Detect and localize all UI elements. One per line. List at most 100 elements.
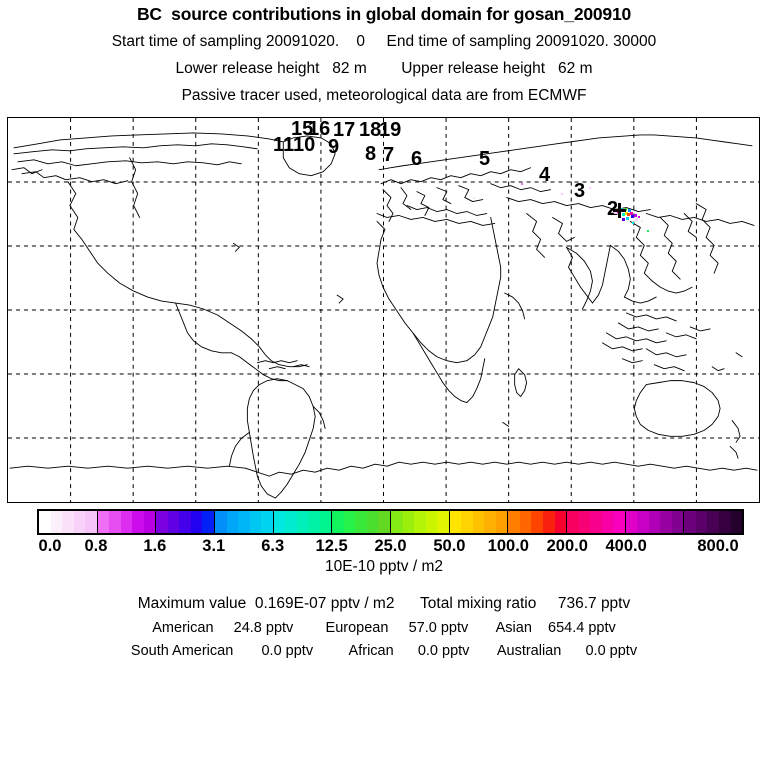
world-map-panel[interactable]: 15 16 17 18 19 11 10 9 8 7 6 5 4 3 2 [7,117,760,503]
plume-pixel [622,218,625,221]
colorbar-band [578,511,591,533]
map-canvas [8,118,759,502]
day-marker-16: 16 [308,118,331,140]
tracer-meteorology-line: Passive tracer used, meteorological data… [181,87,587,104]
day-marker-4: 4 [539,164,551,186]
day-marker-18: 18 [359,119,382,141]
colorbar-band [143,511,156,533]
colorbar-band [391,511,403,533]
coastlines [9,132,758,499]
colorbar-tick-labels: 0.0 0.8 1.6 3.1 6.3 12.5 25.0 50.0 100.0 200.0 400… [0,537,768,557]
colorbar-band [425,511,438,533]
colorbar-band [273,511,286,533]
plume-pixel [628,209,631,212]
stat-region-row-2: South American 0.0 pptv African 0.0 pptv… [130,643,638,659]
colorbar-unit-label: 10E-10 pptv / m2 [324,558,444,575]
colorbar-tick-9: 200.0 [546,537,588,555]
day-marker-10: 10 [293,134,316,156]
colorbar-band [39,511,51,533]
day-marker-7: 7 [383,144,395,166]
colorbar-segment-7 [449,511,509,533]
colorbar-segment-3 [215,511,274,533]
colorbar-band [402,511,415,533]
colorbar-band [567,511,579,533]
plume-pixel [425,193,427,195]
colorbar-segment-2 [156,511,216,533]
plume-pixel [627,213,630,216]
day-marker-6: 6 [411,148,423,170]
page-title: BC source contributions in global domain… [136,4,632,24]
colorbar-tick-7: 50.0 [433,537,466,555]
colorbar[interactable] [37,509,744,535]
colorbar-band [484,511,496,533]
colorbar-tick-5: 12.5 [315,537,348,555]
colorbar-band [355,511,367,533]
plume-pixel [638,216,640,218]
colorbar-tick-3: 3.1 [202,537,226,555]
colorbar-band [625,511,638,533]
day-marker-5: 5 [479,148,491,170]
colorbar-band [684,511,696,533]
colorbar-band [167,511,180,533]
colorbar-band [671,511,684,533]
colorbar-segment-8 [508,511,568,533]
colorbar-tick-1: 0.8 [84,537,108,555]
colorbar-band [718,511,731,533]
colorbar-band [437,511,449,533]
plume-pixel [521,183,523,185]
day-marker-19: 19 [379,119,402,141]
colorbar-band [226,511,239,533]
plume-pixel [626,217,629,220]
colorbar-tick-8: 100.0 [487,537,529,555]
colorbar-band [202,511,214,533]
colorbar-band [120,511,133,533]
plume-pixel [473,197,475,199]
day-marker-2: 2 [607,198,619,220]
stat-region-row-1: American 24.8 pptv European 57.0 pptv As… [152,620,616,636]
colorbar-band [378,511,391,533]
colorbar-band [85,511,97,533]
sampling-time-line: Start time of sampling 20091020. 0 End t… [111,33,657,50]
colorbar-band [554,511,567,533]
colorbar-segment-10 [625,511,685,533]
colorbar-band [461,511,473,533]
colorbar-band [495,511,508,533]
colorbar-segment-6 [391,511,450,533]
colorbar-band [132,511,144,533]
colorbar-band [695,511,708,533]
colorbar-band [531,511,543,533]
colorbar-band [238,511,250,533]
colorbar-band [508,511,520,533]
colorbar-tick-0: 0.0 [38,537,62,555]
colorbar-segment-9 [567,511,626,533]
colorbar-tick-11: 800.0 [697,537,739,555]
colorbar-band [215,511,227,533]
day-marker-11: 11 [273,134,295,156]
plume-pixel [641,220,643,222]
colorbar-band [414,511,426,533]
release-site-marker [613,203,626,218]
colorbar-band [449,511,462,533]
colorbar-segment-11 [684,511,743,533]
colorbar-band [190,511,203,533]
colorbar-band [179,511,191,533]
colorbar-band [156,511,168,533]
stat-max-and-total: Maximum value 0.169E-07 pptv / m2 Total … [137,595,631,612]
colorbar-band [62,511,74,533]
colorbar-tick-4: 6.3 [261,537,285,555]
colorbar-band [249,511,262,533]
colorbar-band [308,511,320,533]
day-marker-15: 15 [291,118,314,140]
colorbar-band [73,511,86,533]
colorbar-band [50,511,63,533]
plume-pixel [622,213,625,216]
colorbar-band [472,511,485,533]
colorbar-band [648,511,661,533]
colorbar-segment-5 [332,511,392,533]
release-height-line: Lower release height 82 m Upper release … [175,60,593,77]
day-marker-17: 17 [333,119,356,141]
plume-pixel [561,193,563,195]
plume-pixel [614,211,617,214]
colorbar-band [366,511,379,533]
day-marker-9: 9 [328,136,340,158]
